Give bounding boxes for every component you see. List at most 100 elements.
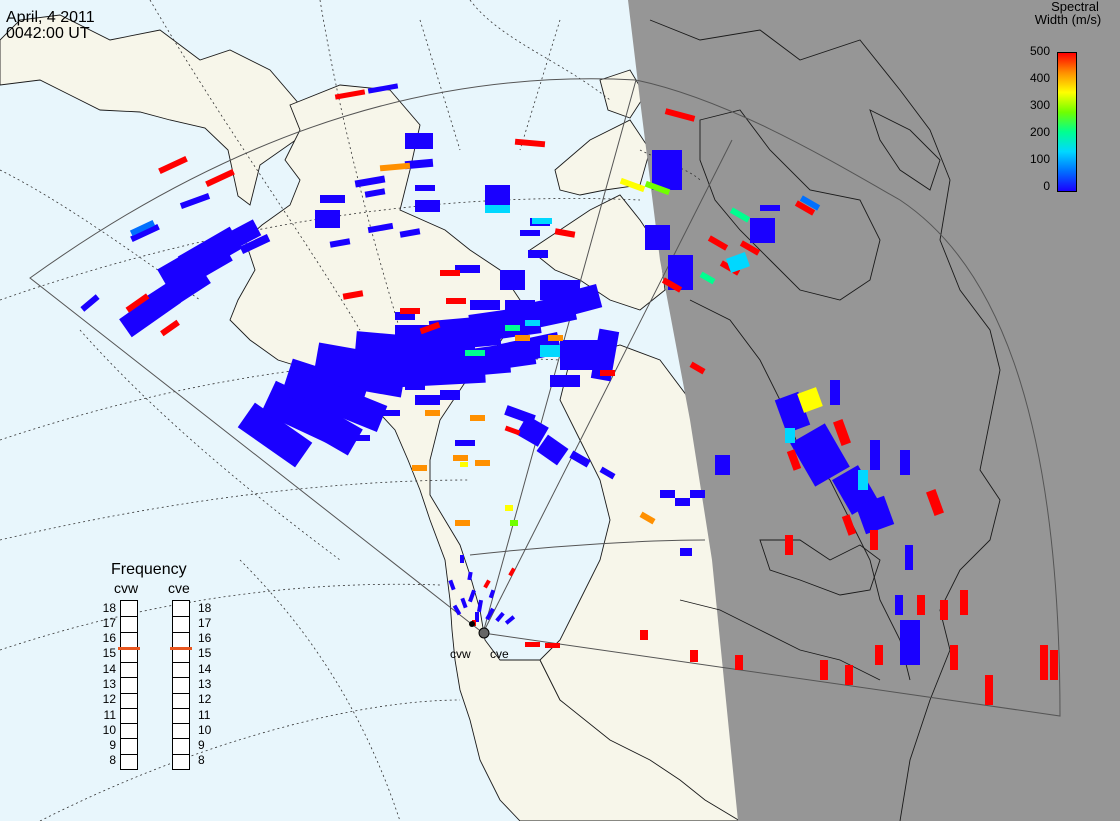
cvw-frequency-tick-label: 11 <box>103 707 116 722</box>
echo-cell <box>950 645 958 670</box>
echo-cell <box>820 660 828 680</box>
echo-cell <box>900 450 910 475</box>
echo-cell <box>342 290 364 300</box>
cvw-site-marker <box>469 621 475 627</box>
echo-cell <box>460 462 468 467</box>
echo-cell <box>367 222 394 234</box>
echo-cell <box>446 298 466 304</box>
echo-cell <box>707 235 729 251</box>
echo-cell <box>400 308 420 314</box>
cve-frequency-tick-label: 9 <box>198 738 205 753</box>
echo-cell <box>841 514 857 536</box>
cvw-frequency-tick-label: 13 <box>102 677 116 691</box>
radar-echoes <box>80 83 1058 705</box>
frequency-scale-divider <box>173 662 189 664</box>
echo-cell <box>525 320 540 326</box>
echo-cell <box>354 175 386 188</box>
echo-cell <box>399 228 421 238</box>
colorbar-tick-label: 500 <box>1029 44 1050 58</box>
frequency-scale-divider <box>121 692 137 694</box>
echo-cell <box>380 410 400 416</box>
echo-cell <box>785 428 795 443</box>
cvw-radar-label: cvw <box>114 580 139 596</box>
echo-cell <box>455 265 480 273</box>
echo-cell <box>504 615 516 625</box>
frequency-scale-divider <box>173 753 189 755</box>
echo-cell <box>830 380 840 405</box>
echo-cell <box>514 138 546 148</box>
time-label: 0042:00 UT <box>6 25 90 42</box>
echo-cell <box>900 620 920 665</box>
echo-cell <box>1050 650 1058 680</box>
echo-cell <box>483 579 491 589</box>
echo-cell <box>661 277 683 293</box>
echo-cell <box>545 643 560 648</box>
cve-site-marker <box>478 627 490 639</box>
echo-cell <box>237 402 313 468</box>
echo-cell <box>505 300 535 310</box>
echo-cell <box>475 460 490 466</box>
night-shading <box>628 0 1120 821</box>
frequency-scale-divider <box>173 723 189 725</box>
echo-cell <box>699 271 716 285</box>
echo-cell <box>440 270 460 276</box>
echo-cell <box>495 611 505 623</box>
echo-cell <box>158 155 188 175</box>
echo-cell <box>1040 645 1048 680</box>
echo-cell <box>797 387 823 413</box>
frequency-scale-divider <box>121 707 137 709</box>
echo-cell <box>405 133 433 149</box>
echo-cell <box>485 205 510 213</box>
cve-frequency-tick-label: 16 <box>198 631 212 646</box>
echo-cell <box>130 223 160 243</box>
echo-cell <box>652 150 682 190</box>
colorbar-title-line1: Spectral <box>1051 0 1099 14</box>
echo-cell <box>536 434 569 466</box>
echo-cell <box>870 440 880 470</box>
echo-cell <box>786 449 802 471</box>
echo-cell <box>179 193 211 209</box>
echo-cell <box>139 262 211 322</box>
echo-cell <box>404 158 434 170</box>
echo-cell <box>926 489 944 516</box>
date-label: April, 4 2011 <box>6 9 95 26</box>
echo-cell <box>395 312 415 320</box>
echo-cell <box>735 655 743 670</box>
frequency-scale-divider <box>121 753 137 755</box>
cve-frequency-tick-label: 18 <box>198 600 212 615</box>
echo-cell <box>415 185 435 191</box>
echo-cell <box>895 595 903 615</box>
frequency-scale-divider <box>121 738 137 740</box>
echo-cell <box>364 188 386 198</box>
echo-cell <box>540 280 580 300</box>
cve-frequency-tick-label: 12 <box>198 692 212 707</box>
echo-cell <box>287 394 363 456</box>
cve-frequency-tick-label: 13 <box>198 677 212 691</box>
echo-cell <box>599 466 616 480</box>
echo-cell <box>750 218 775 243</box>
colorbar-tick-label: 100 <box>1029 152 1050 166</box>
echo-cell <box>455 520 470 526</box>
frequency-scale-divider <box>121 662 137 664</box>
cve-frequency-tick-label: 8 <box>198 753 205 768</box>
landmass <box>0 14 741 821</box>
cve-frequency-tick-label: 14 <box>198 661 212 676</box>
echo-cell <box>468 589 476 603</box>
cve-frequency-tick-label: 11 <box>198 707 211 722</box>
echo-cell <box>619 177 646 193</box>
echo-cell <box>870 530 878 550</box>
echo-cell <box>690 490 705 498</box>
echo-cell <box>785 535 793 555</box>
echo-cell <box>525 642 540 647</box>
frequency-scale-divider <box>173 692 189 694</box>
echo-cell <box>833 419 851 446</box>
cvw-frequency-tick-label: 16 <box>102 631 116 646</box>
echo-cell <box>302 376 388 432</box>
echo-cell <box>485 607 495 621</box>
echo-cell <box>644 180 671 196</box>
echo-cell <box>476 599 484 613</box>
echo-cell <box>690 650 698 662</box>
echo-cell <box>858 470 868 490</box>
echo-cell <box>208 219 262 259</box>
cve-frequency-tick-label: 17 <box>198 615 212 630</box>
